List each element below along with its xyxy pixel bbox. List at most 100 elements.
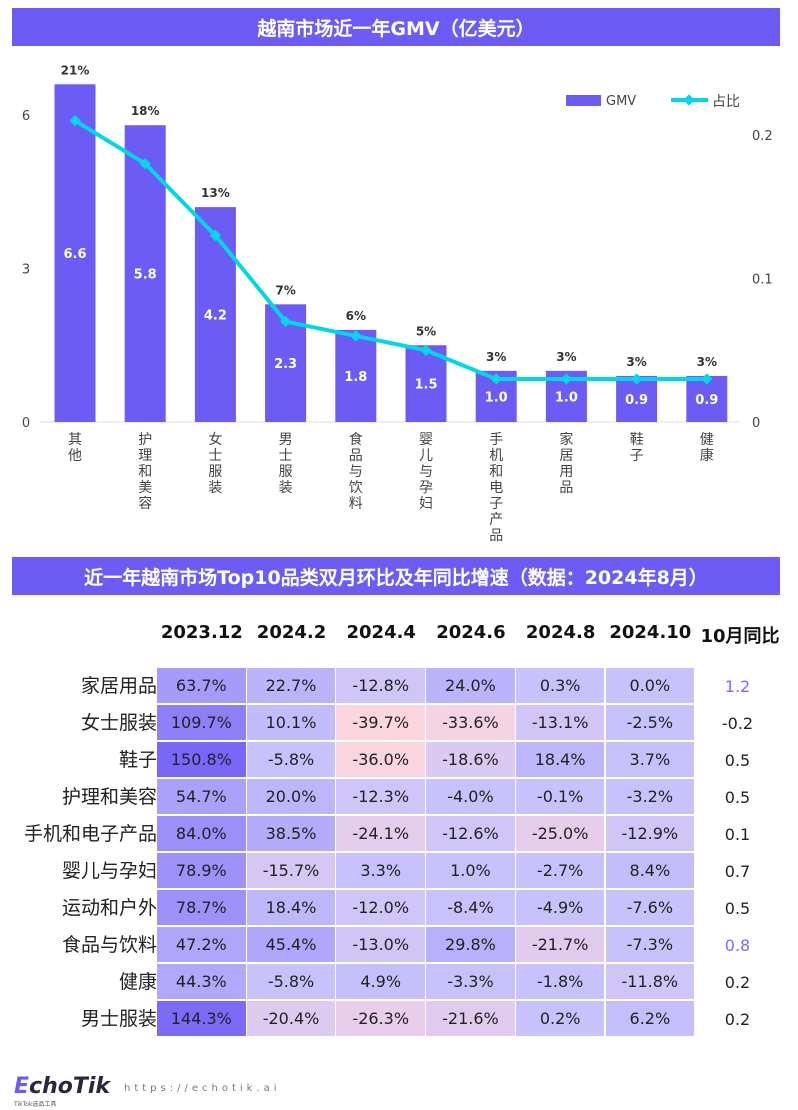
bar-value-label: 1.0 (555, 390, 578, 405)
bar (335, 329, 377, 422)
heatmap-cell: 10.1% (246, 705, 336, 740)
share-label: 18% (131, 104, 160, 118)
x-tick-label: 品 (559, 480, 573, 496)
column-header: 2024.8 (525, 622, 596, 643)
heatmap-cell: -13.1% (515, 705, 605, 740)
x-tick-label: 士 (208, 448, 222, 464)
heatmap-cell: -4.9% (515, 890, 605, 925)
yoy-value: 0.7 (724, 862, 751, 881)
footer-url[interactable]: https://echotik.ai (124, 1083, 281, 1094)
heatmap-cell: -21.7% (515, 927, 605, 962)
table-title: 近一年越南市场Top10品类双月环比及年同比增速（数据：2024年8月） (12, 557, 780, 595)
x-tick-label: 装 (208, 480, 222, 496)
x-tick-label: 男 (279, 432, 293, 448)
heatmap-cell: -12.8% (336, 668, 426, 703)
yoy-value: 0.5 (724, 788, 751, 807)
heatmap-cell: 20.0% (246, 779, 336, 814)
x-tick-label: 机 (489, 448, 503, 464)
heatmap-cell: 1.0% (426, 853, 515, 888)
row-label: 健康 (118, 971, 157, 993)
heatmap-cell: -4.0% (426, 779, 515, 814)
x-tick-label: 品 (349, 448, 363, 464)
heatmap-cell: -0.1% (515, 779, 605, 814)
heatmap-cell: 78.7% (157, 890, 246, 925)
column-header: 2024.2 (256, 622, 327, 643)
bar-value-label: 0.9 (695, 393, 718, 408)
heatmap-cell: -39.7% (336, 705, 426, 740)
x-tick-label: 妇 (419, 495, 433, 512)
share-point (701, 373, 713, 385)
x-tick-label: 容 (138, 495, 152, 512)
heatmap-cell: -13.0% (336, 927, 426, 962)
heatmap-cell: -2.5% (605, 705, 695, 740)
heatmap-cell: 109.7% (157, 705, 246, 740)
heatmap-cell: -12.6% (426, 816, 515, 851)
x-tick-label: 和 (138, 464, 152, 480)
gmv-combo-chart: 0 3 6 0 0.1 0.2 6.6 21% 其他 5.8 18% 护理和美容 4.2 13% 女士服装 2… (22, 63, 773, 544)
x-tick-label: 理 (138, 448, 152, 464)
x-tick-label: 儿 (419, 448, 433, 464)
footer: EchoTik TikTok选品工具 (14, 1074, 110, 1108)
heatmap-cell: 54.7% (157, 779, 246, 814)
heatmap-cell: -7.6% (605, 890, 695, 925)
heatmap-cell: 18.4% (515, 742, 605, 777)
row-label: 运动和户外 (61, 897, 157, 919)
bar-value-label: 4.2 (204, 309, 227, 324)
share-point (420, 344, 432, 356)
heatmap-cell: 24.0% (426, 668, 515, 703)
share-label: 3% (697, 355, 717, 369)
heatmap-cell: -12.0% (336, 890, 426, 925)
x-tick-label: 士 (279, 448, 293, 464)
row-label: 男士服装 (80, 1008, 157, 1030)
x-tick-label: 电 (489, 480, 503, 496)
yoy-value: 0.1 (724, 825, 751, 844)
legend-gmv-label: GMV (606, 94, 636, 109)
row-label: 手机和电子产品 (23, 823, 157, 845)
share-label: 6% (346, 309, 366, 323)
share-point (279, 315, 292, 328)
chart-title: 越南市场近一年GMV（亿美元） (12, 8, 780, 46)
share-label: 5% (416, 324, 436, 338)
yoy-value: 0.5 (724, 751, 751, 770)
row-label: 家居用品 (80, 675, 157, 697)
heatmap-cell: -3.2% (605, 779, 695, 814)
x-tick-label: 装 (279, 480, 293, 496)
x-tick-label: 居 (559, 448, 573, 464)
heatmap-cell: 22.7% (246, 668, 336, 703)
share-point (630, 373, 643, 385)
share-point (350, 330, 362, 342)
bar (194, 207, 236, 422)
legend-gmv-swatch (566, 95, 601, 106)
yoy-value: 1.2 (724, 677, 751, 696)
heatmap-cell: -33.6% (426, 705, 515, 740)
y-right-tick: 0 (752, 416, 760, 431)
heatmap-cell: -5.8% (246, 964, 336, 999)
heatmap-cell: 0.2% (515, 1001, 605, 1036)
heatmap-cell: 29.8% (426, 927, 515, 962)
yoy-value: 0.2 (724, 973, 751, 992)
x-tick-label: 其 (68, 432, 82, 448)
bar-value-label: 1.8 (344, 370, 367, 385)
x-tick-label: 鞋 (630, 432, 644, 448)
share-label: 3% (626, 355, 646, 369)
heatmap-cell: -8.4% (426, 890, 515, 925)
heatmap-cell: 3.7% (605, 742, 695, 777)
bar-value-label: 6.6 (63, 247, 86, 262)
echotik-logo: EchoTik (14, 1074, 111, 1099)
heatmap-cell: 84.0% (157, 816, 246, 851)
heatmap-cell: 144.3% (157, 1001, 246, 1036)
heatmap-cell: 4.9% (336, 964, 426, 999)
column-header: 2024.4 (346, 622, 416, 643)
heatmap-cell: -36.0% (336, 742, 426, 777)
x-tick-label: 手 (489, 432, 503, 448)
heatmap-cell: 78.9% (157, 853, 246, 888)
heatmap-cell: -25.0% (515, 816, 605, 851)
heatmap-cell: 8.4% (605, 853, 695, 888)
x-tick-label: 女 (208, 431, 222, 448)
heatmap-cell: 45.4% (246, 927, 336, 962)
heatmap-cell: -2.7% (515, 853, 605, 888)
x-tick-label: 孕 (419, 480, 433, 496)
bar (124, 125, 166, 422)
x-tick-label: 品 (489, 528, 503, 544)
heatmap-cell: -7.3% (605, 927, 695, 962)
